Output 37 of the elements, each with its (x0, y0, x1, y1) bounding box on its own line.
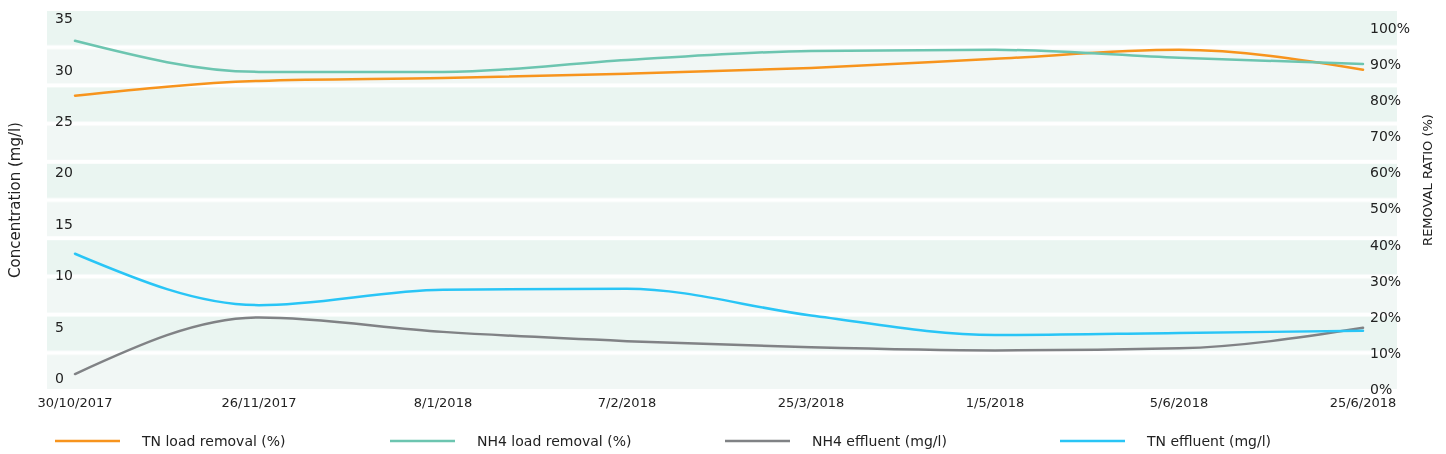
line-series (73, 252, 1365, 337)
y2-tick-label: 0% (1370, 381, 1393, 398)
legend-label: NH4 load removal (%) (477, 432, 632, 449)
y2-tick-label: 10% (1370, 344, 1402, 361)
x-tick-label: 26/11/2017 (221, 395, 297, 410)
y-tick-label: 20 (55, 164, 73, 181)
y2-tick-label: 100% (1370, 19, 1411, 36)
y-tick-label: 0 (55, 370, 64, 387)
x-tick-label: 30/10/2017 (37, 395, 113, 410)
x-tick-label: 7/2/2018 (597, 395, 657, 410)
y-tick-label: 30 (55, 61, 73, 78)
y2-tick-label: 60% (1370, 164, 1402, 181)
y2-tick-label: 20% (1370, 308, 1402, 325)
y-tick-label: 25 (55, 112, 73, 129)
x-tick-label: 25/6/2018 (1329, 395, 1397, 410)
y2-tick-label: 90% (1370, 55, 1402, 72)
x-tick-label: 8/1/2018 (413, 395, 473, 410)
y-axis-title: Concentration (mg/l) (6, 122, 24, 278)
x-tick-label: 5/6/2018 (1149, 395, 1209, 410)
line-series (73, 39, 1365, 74)
y-tick-label: 5 (55, 318, 64, 335)
line-series (73, 48, 1365, 97)
y2-axis-title: REMOVAL RATIO (%) (1420, 114, 1435, 246)
x-tick-label: 25/3/2018 (777, 395, 845, 410)
y2-tick-label: 70% (1370, 128, 1402, 145)
legend-label: TN effluent (mg/l) (1146, 432, 1271, 449)
y-tick-label: 10 (55, 267, 73, 284)
y-tick-label: 35 (55, 10, 73, 27)
x-tick-label: 1/5/2018 (965, 395, 1025, 410)
line-series (73, 316, 1365, 376)
y2-tick-label: 50% (1370, 200, 1402, 217)
legend-label: NH4 effluent (mg/l) (812, 432, 947, 449)
legend-label: TN load removal (%) (141, 432, 286, 449)
y2-tick-label: 30% (1370, 272, 1402, 289)
y-tick-label: 15 (55, 215, 73, 232)
y2-tick-label: 40% (1370, 236, 1402, 253)
y2-tick-label: 80% (1370, 91, 1402, 108)
